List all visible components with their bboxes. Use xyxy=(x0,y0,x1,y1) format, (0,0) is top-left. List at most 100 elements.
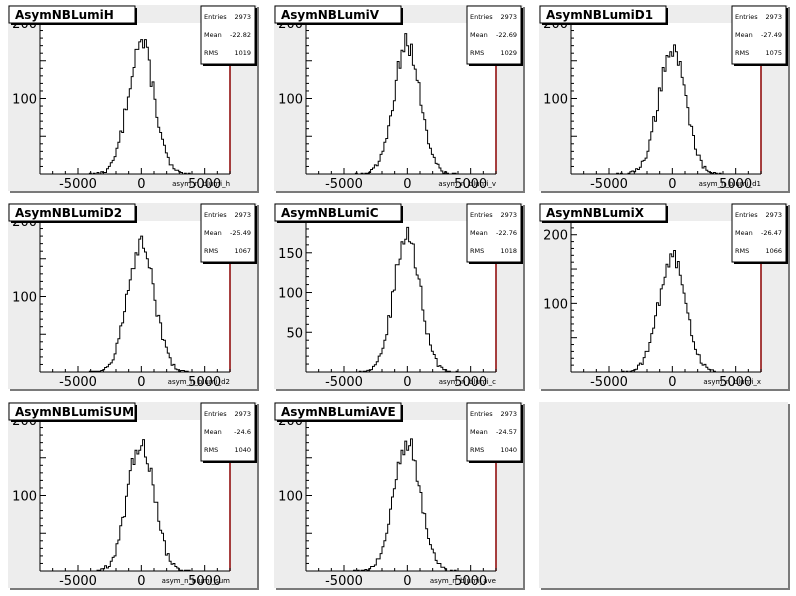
stats-value: 1040 xyxy=(500,446,517,454)
y-tick-label: 100 xyxy=(543,93,568,108)
chart-title: AsymNBLumiAVE xyxy=(281,405,396,419)
x-axis-label: asym_n_blumi_c xyxy=(439,378,496,386)
stats-label: Entries xyxy=(204,13,227,21)
stats-label: Mean xyxy=(470,31,488,39)
chart-title: AsymNBLumiX xyxy=(546,206,645,220)
title-box xyxy=(274,5,402,24)
histogram-pad: 100200-500005000asym_n_blumi_aveAsymNBLu… xyxy=(274,402,525,590)
title-box xyxy=(274,203,402,222)
x-tick-label: -5000 xyxy=(59,177,97,192)
title-box xyxy=(8,203,136,222)
x-tick-label: 0 xyxy=(668,177,676,192)
x-tick-label: 5000 xyxy=(454,375,487,390)
stats-value: -22.69 xyxy=(496,31,517,39)
stats-label: RMS xyxy=(204,247,218,255)
stats-value: -26.47 xyxy=(761,229,782,237)
stats-label: Mean xyxy=(470,428,488,436)
stats-label: Entries xyxy=(470,211,493,219)
stats-label: Entries xyxy=(735,211,758,219)
chart-title: AsymNBLumiD1 xyxy=(546,8,653,22)
x-axis-label: asym_n_blumi_h xyxy=(172,180,230,188)
chart-title: AsymNBLumiSUM xyxy=(15,405,134,419)
stats-label: RMS xyxy=(204,49,218,57)
x-tick-label: 5000 xyxy=(188,177,221,192)
stats-value: 1019 xyxy=(234,49,251,57)
y-tick-label: 150 xyxy=(278,247,303,262)
y-tick-label: 100 xyxy=(12,93,37,108)
stats-box xyxy=(200,203,256,263)
plot-frame xyxy=(306,420,496,571)
title-box xyxy=(539,5,667,24)
stats-label: RMS xyxy=(470,446,484,454)
chart-title: AsymNBLumiC xyxy=(281,206,379,220)
x-tick-label: 5000 xyxy=(188,574,221,589)
stats-value: -22.82 xyxy=(230,31,251,39)
x-tick-label: -5000 xyxy=(59,574,97,589)
stats-value: -22.76 xyxy=(496,229,517,237)
stats-label: Entries xyxy=(470,13,493,21)
x-tick-label: 0 xyxy=(137,177,145,192)
stats-value: 2973 xyxy=(765,13,782,21)
x-tick-label: -5000 xyxy=(325,177,363,192)
stats-value: 2973 xyxy=(500,211,517,219)
histogram-pad: 100200-500005000asym_n_blumi_d2AsymNBLum… xyxy=(8,203,259,391)
stats-label: RMS xyxy=(470,247,484,255)
plot-frame xyxy=(571,23,761,174)
x-tick-label: -5000 xyxy=(325,375,363,390)
histogram-pad: 100200-500005000asym_n_blumi_sumAsymNBLu… xyxy=(8,402,259,590)
stats-label: Entries xyxy=(735,13,758,21)
x-tick-label: 0 xyxy=(403,375,411,390)
stats-value: 1040 xyxy=(234,446,251,454)
chart-title: AsymNBLumiH xyxy=(15,8,114,22)
plot-frame xyxy=(40,23,230,174)
x-axis-label: asym_n_blumi_d2 xyxy=(168,378,230,386)
stats-box xyxy=(731,5,787,65)
x-tick-label: 5000 xyxy=(454,574,487,589)
x-tick-label: 0 xyxy=(137,375,145,390)
x-tick-label: -5000 xyxy=(59,375,97,390)
stats-value: 2973 xyxy=(500,410,517,418)
y-tick-label: 100 xyxy=(12,291,37,306)
histogram-pad: 100200-500005000asym_n_blumi_vAsymNBLumi… xyxy=(274,5,525,193)
plot-frame xyxy=(40,420,230,571)
y-tick-label: 50 xyxy=(286,326,303,341)
x-tick-label: 0 xyxy=(403,177,411,192)
stats-label: Mean xyxy=(735,31,753,39)
stats-box xyxy=(466,402,522,462)
plot-frame xyxy=(306,23,496,174)
x-tick-label: 5000 xyxy=(454,177,487,192)
stats-value: 2973 xyxy=(500,13,517,21)
empty-pad xyxy=(539,402,788,588)
stats-value: 1067 xyxy=(234,247,251,255)
stats-value: 2973 xyxy=(234,410,251,418)
chart-title: AsymNBLumiV xyxy=(281,8,380,22)
stats-label: Mean xyxy=(204,229,222,237)
x-tick-label: 5000 xyxy=(188,375,221,390)
stats-label: Mean xyxy=(470,229,488,237)
stats-value: -24.6 xyxy=(234,428,251,436)
stats-label: RMS xyxy=(470,49,484,57)
title-box xyxy=(8,5,136,24)
stats-value: 2973 xyxy=(234,211,251,219)
stats-label: RMS xyxy=(735,49,749,57)
title-box xyxy=(539,203,667,222)
x-tick-label: -5000 xyxy=(325,574,363,589)
y-tick-label: 100 xyxy=(543,297,568,312)
stats-box xyxy=(200,5,256,65)
histogram-pad: 100200-500005000asym_n_blumi_d1AsymNBLum… xyxy=(539,5,790,193)
y-tick-label: 100 xyxy=(278,490,303,505)
y-tick-label: 200 xyxy=(543,229,568,244)
stats-label: Entries xyxy=(204,211,227,219)
y-tick-label: 100 xyxy=(12,490,37,505)
x-tick-label: 0 xyxy=(137,574,145,589)
x-tick-label: 5000 xyxy=(719,375,752,390)
stats-value: -27.49 xyxy=(761,31,782,39)
stats-label: Mean xyxy=(204,428,222,436)
stats-label: Entries xyxy=(470,410,493,418)
x-axis-label: asym_n_blumi_x xyxy=(703,378,761,386)
y-tick-label: 100 xyxy=(278,93,303,108)
x-tick-label: -5000 xyxy=(590,177,628,192)
stats-label: RMS xyxy=(735,247,749,255)
stats-box xyxy=(466,203,522,263)
